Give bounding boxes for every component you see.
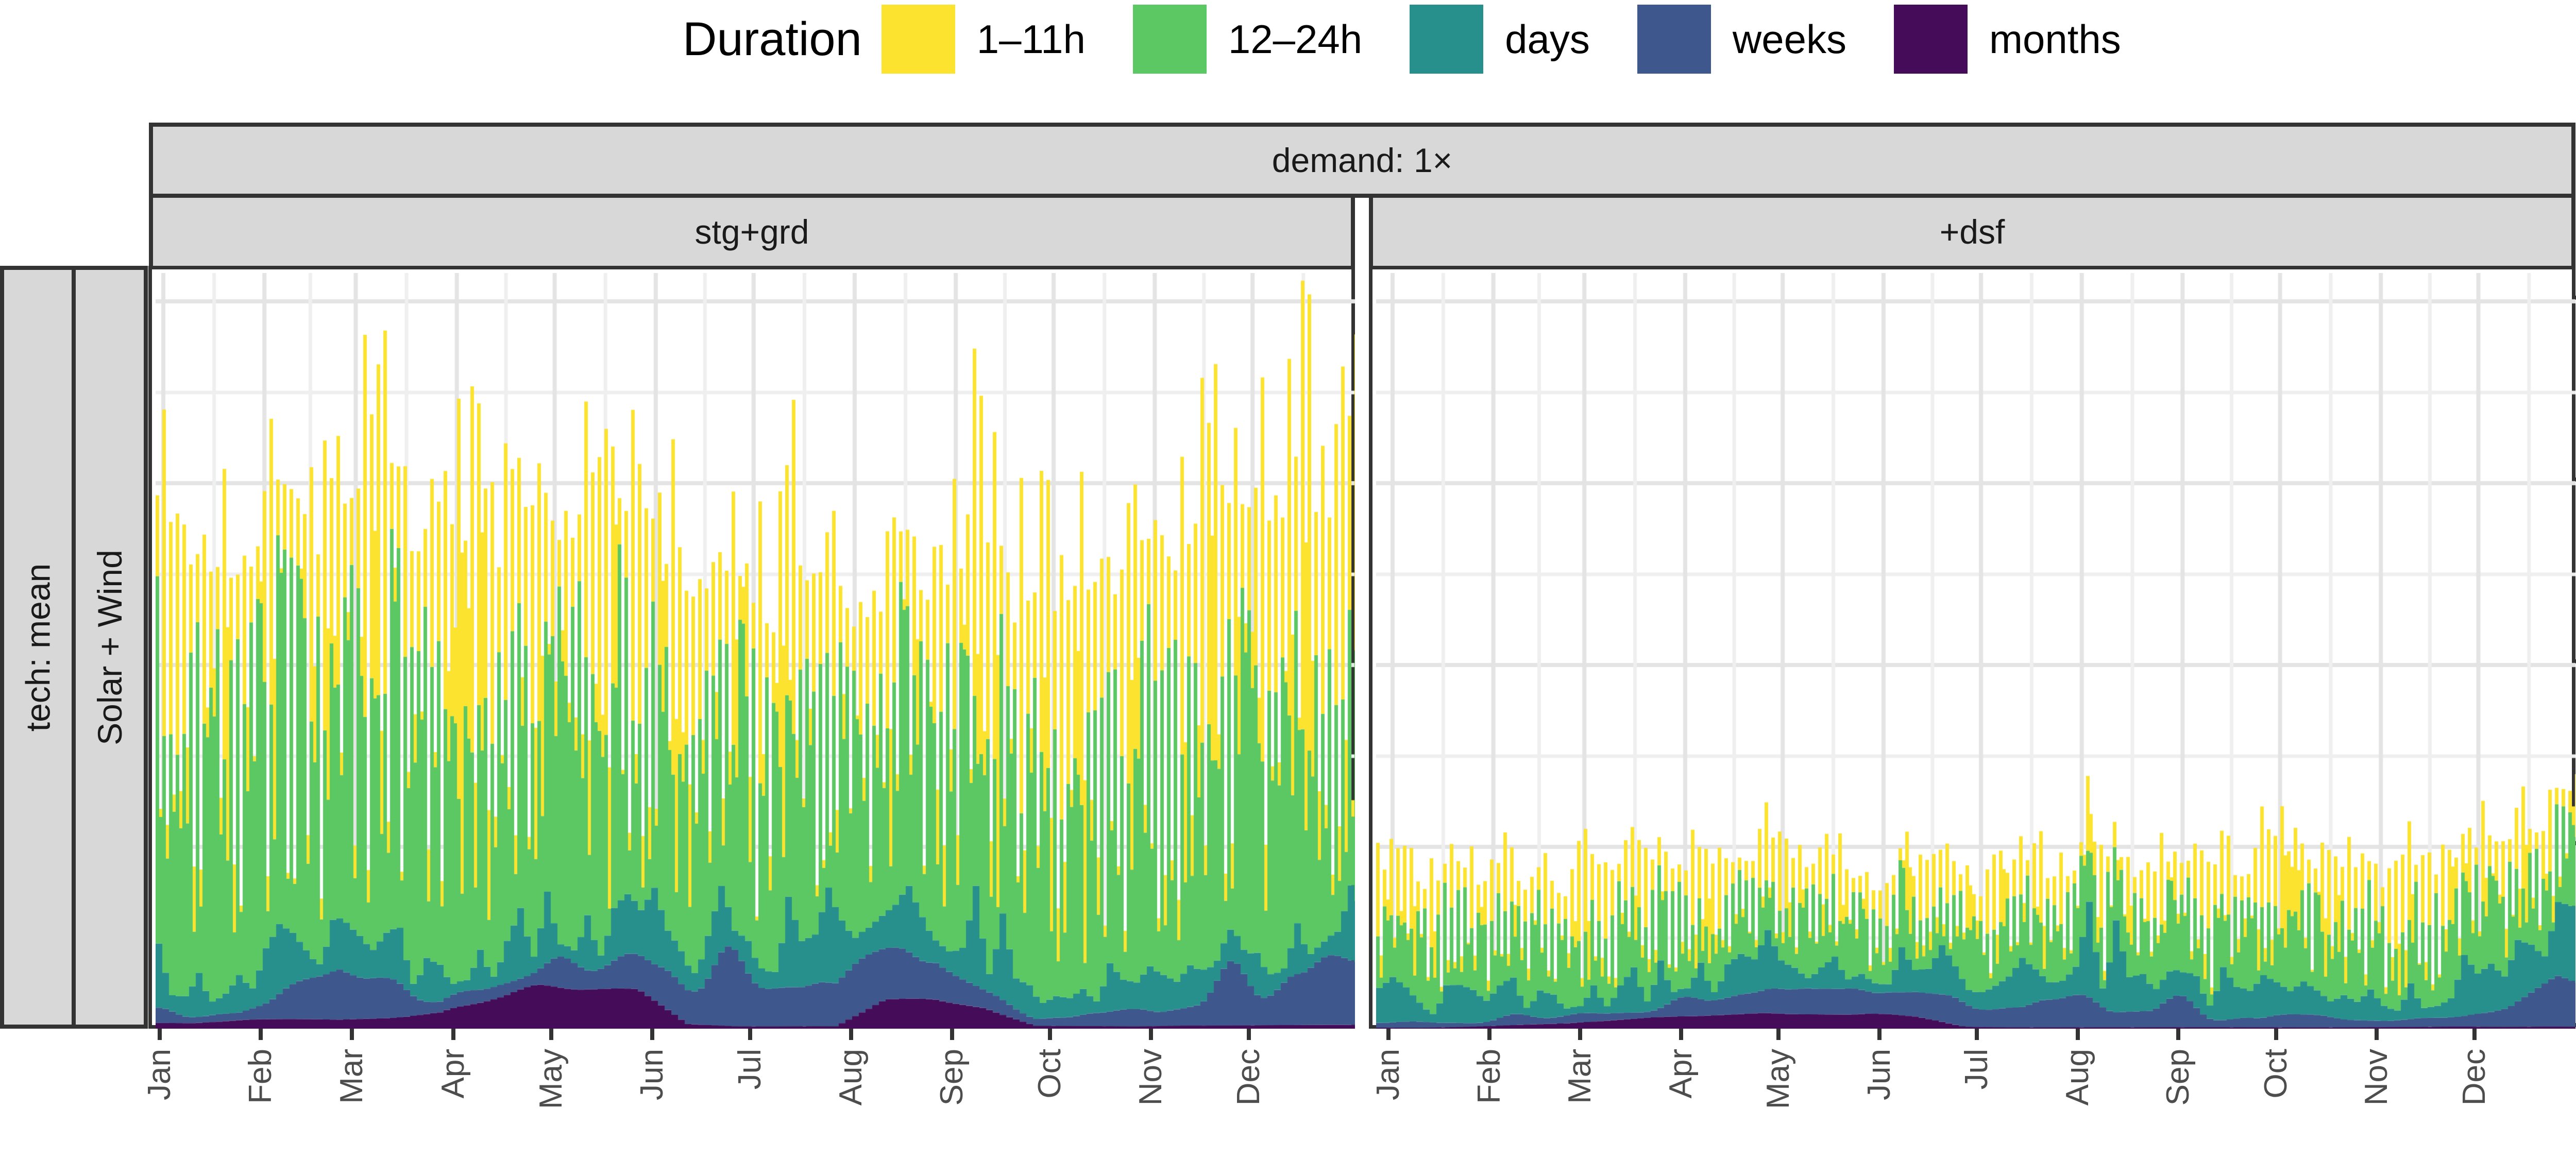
facet-strip-dsf-label: +dsf — [1939, 213, 2005, 251]
facet-strip-solar-wind-label: Solar + Wind — [91, 549, 129, 745]
x-axis-label-month: Aug — [833, 1049, 869, 1106]
facet-strip-tech-mean: tech: mean — [0, 266, 76, 1029]
x-axis-tick — [2472, 1029, 2477, 1040]
x-axis-tick — [849, 1029, 853, 1040]
x-axis-tick — [1048, 1029, 1053, 1040]
x-axis-label-month: Feb — [243, 1049, 279, 1104]
x-axis-label-month: May — [1760, 1049, 1797, 1110]
x-axis-label-month: Jun — [1861, 1049, 1897, 1100]
x-axis-label-month: Oct — [1032, 1049, 1068, 1099]
x-axis-tick — [1776, 1029, 1781, 1040]
x-axis-tick — [1386, 1029, 1391, 1040]
x-axis-tick — [549, 1029, 553, 1040]
x-axis-tick — [2375, 1029, 2379, 1040]
plot-panel-stg-grd — [148, 266, 1355, 1029]
x-axis-label-month: Jul — [732, 1049, 768, 1090]
legend-title: Duration — [683, 12, 862, 65]
x-axis-label-month: Jul — [1959, 1049, 1995, 1090]
facet-strip-solar-wind: Solar + Wind — [72, 266, 148, 1029]
x-axis-tick — [2075, 1029, 2080, 1040]
x-axis-tick — [350, 1029, 354, 1040]
facet-strip-dsf: +dsf — [1369, 194, 2575, 270]
x-axis-label-month: Sep — [2160, 1049, 2196, 1106]
x-axis-tick — [950, 1029, 955, 1040]
x-axis-tick — [2274, 1029, 2278, 1040]
x-axis-label-month: Nov — [1133, 1049, 1169, 1106]
legend-item-label: weeks — [1732, 16, 1847, 62]
x-axis-label-month: Aug — [2059, 1049, 2095, 1106]
x-axis-label-month: Dec — [1231, 1049, 1267, 1106]
x-axis-tick — [1679, 1029, 1683, 1040]
x-axis-label-month: Oct — [2258, 1049, 2294, 1099]
x-axis-label-month: Feb — [1471, 1049, 1507, 1104]
legend-item-label: days — [1505, 16, 1590, 62]
x-axis-label-month: Jan — [142, 1049, 177, 1100]
x-axis-label-month: Jan — [1370, 1049, 1406, 1100]
legend-item: months — [1894, 5, 2121, 74]
x-axis-label-month: Jun — [634, 1049, 670, 1100]
plot-panel-dsf — [1369, 266, 2575, 1029]
x-axis-tick — [748, 1029, 752, 1040]
legend-key-swatch — [1637, 5, 1711, 74]
x-axis-tick — [1877, 1029, 1882, 1040]
x-axis-tick — [1149, 1029, 1154, 1040]
legend-item: days — [1410, 5, 1590, 74]
x-axis-label-month: Nov — [2359, 1049, 2395, 1106]
x-axis-label-month: Dec — [2456, 1049, 2492, 1106]
legend-item: 1–11h — [881, 5, 1086, 74]
x-axis-label-month: May — [533, 1049, 569, 1110]
x-axis-label-month: Sep — [934, 1049, 970, 1106]
legend-key-swatch — [881, 5, 955, 74]
x-axis-tick — [1975, 1029, 1979, 1040]
x-axis-tick — [1578, 1029, 1583, 1040]
facet-strip-demand-label: demand: 1× — [1272, 141, 1453, 179]
stacked-area-chart-stg-grd — [156, 273, 1355, 1029]
x-axis-tick — [259, 1029, 263, 1040]
x-axis-label-month: Apr — [435, 1049, 471, 1099]
facet-strip-stg-grd: stg+grd — [149, 194, 1355, 270]
legend-item-label: 12–24h — [1228, 16, 1363, 62]
legend-key-swatch — [1410, 5, 1484, 74]
x-axis-label-month: Mar — [334, 1049, 370, 1104]
x-axis-tick — [650, 1029, 654, 1040]
facet-strip-tech-mean-label: tech: mean — [19, 563, 57, 731]
x-axis-tick — [451, 1029, 455, 1040]
facet-strip-demand: demand: 1× — [149, 123, 2575, 198]
legend-item: weeks — [1637, 5, 1846, 74]
x-axis-tick — [158, 1029, 162, 1040]
x-axis-tick — [1487, 1029, 1492, 1040]
x-axis-tick — [1247, 1029, 1251, 1040]
legend-item: 12–24h — [1132, 5, 1363, 74]
facet-strip-stg-grd-label: stg+grd — [694, 213, 809, 251]
legend-item-label: months — [1989, 16, 2121, 62]
x-axis-label-month: Apr — [1663, 1049, 1699, 1099]
x-axis-label-month: Mar — [1562, 1049, 1598, 1104]
legend-key-swatch — [1132, 5, 1207, 74]
stacked-area-chart-dsf — [1376, 273, 2575, 1029]
legend: Duration 1–11h 12–24h days weeks months — [683, 3, 2168, 75]
x-axis-tick — [2176, 1029, 2181, 1040]
legend-item-label: 1–11h — [976, 16, 1086, 62]
legend-key-swatch — [1894, 5, 1968, 74]
